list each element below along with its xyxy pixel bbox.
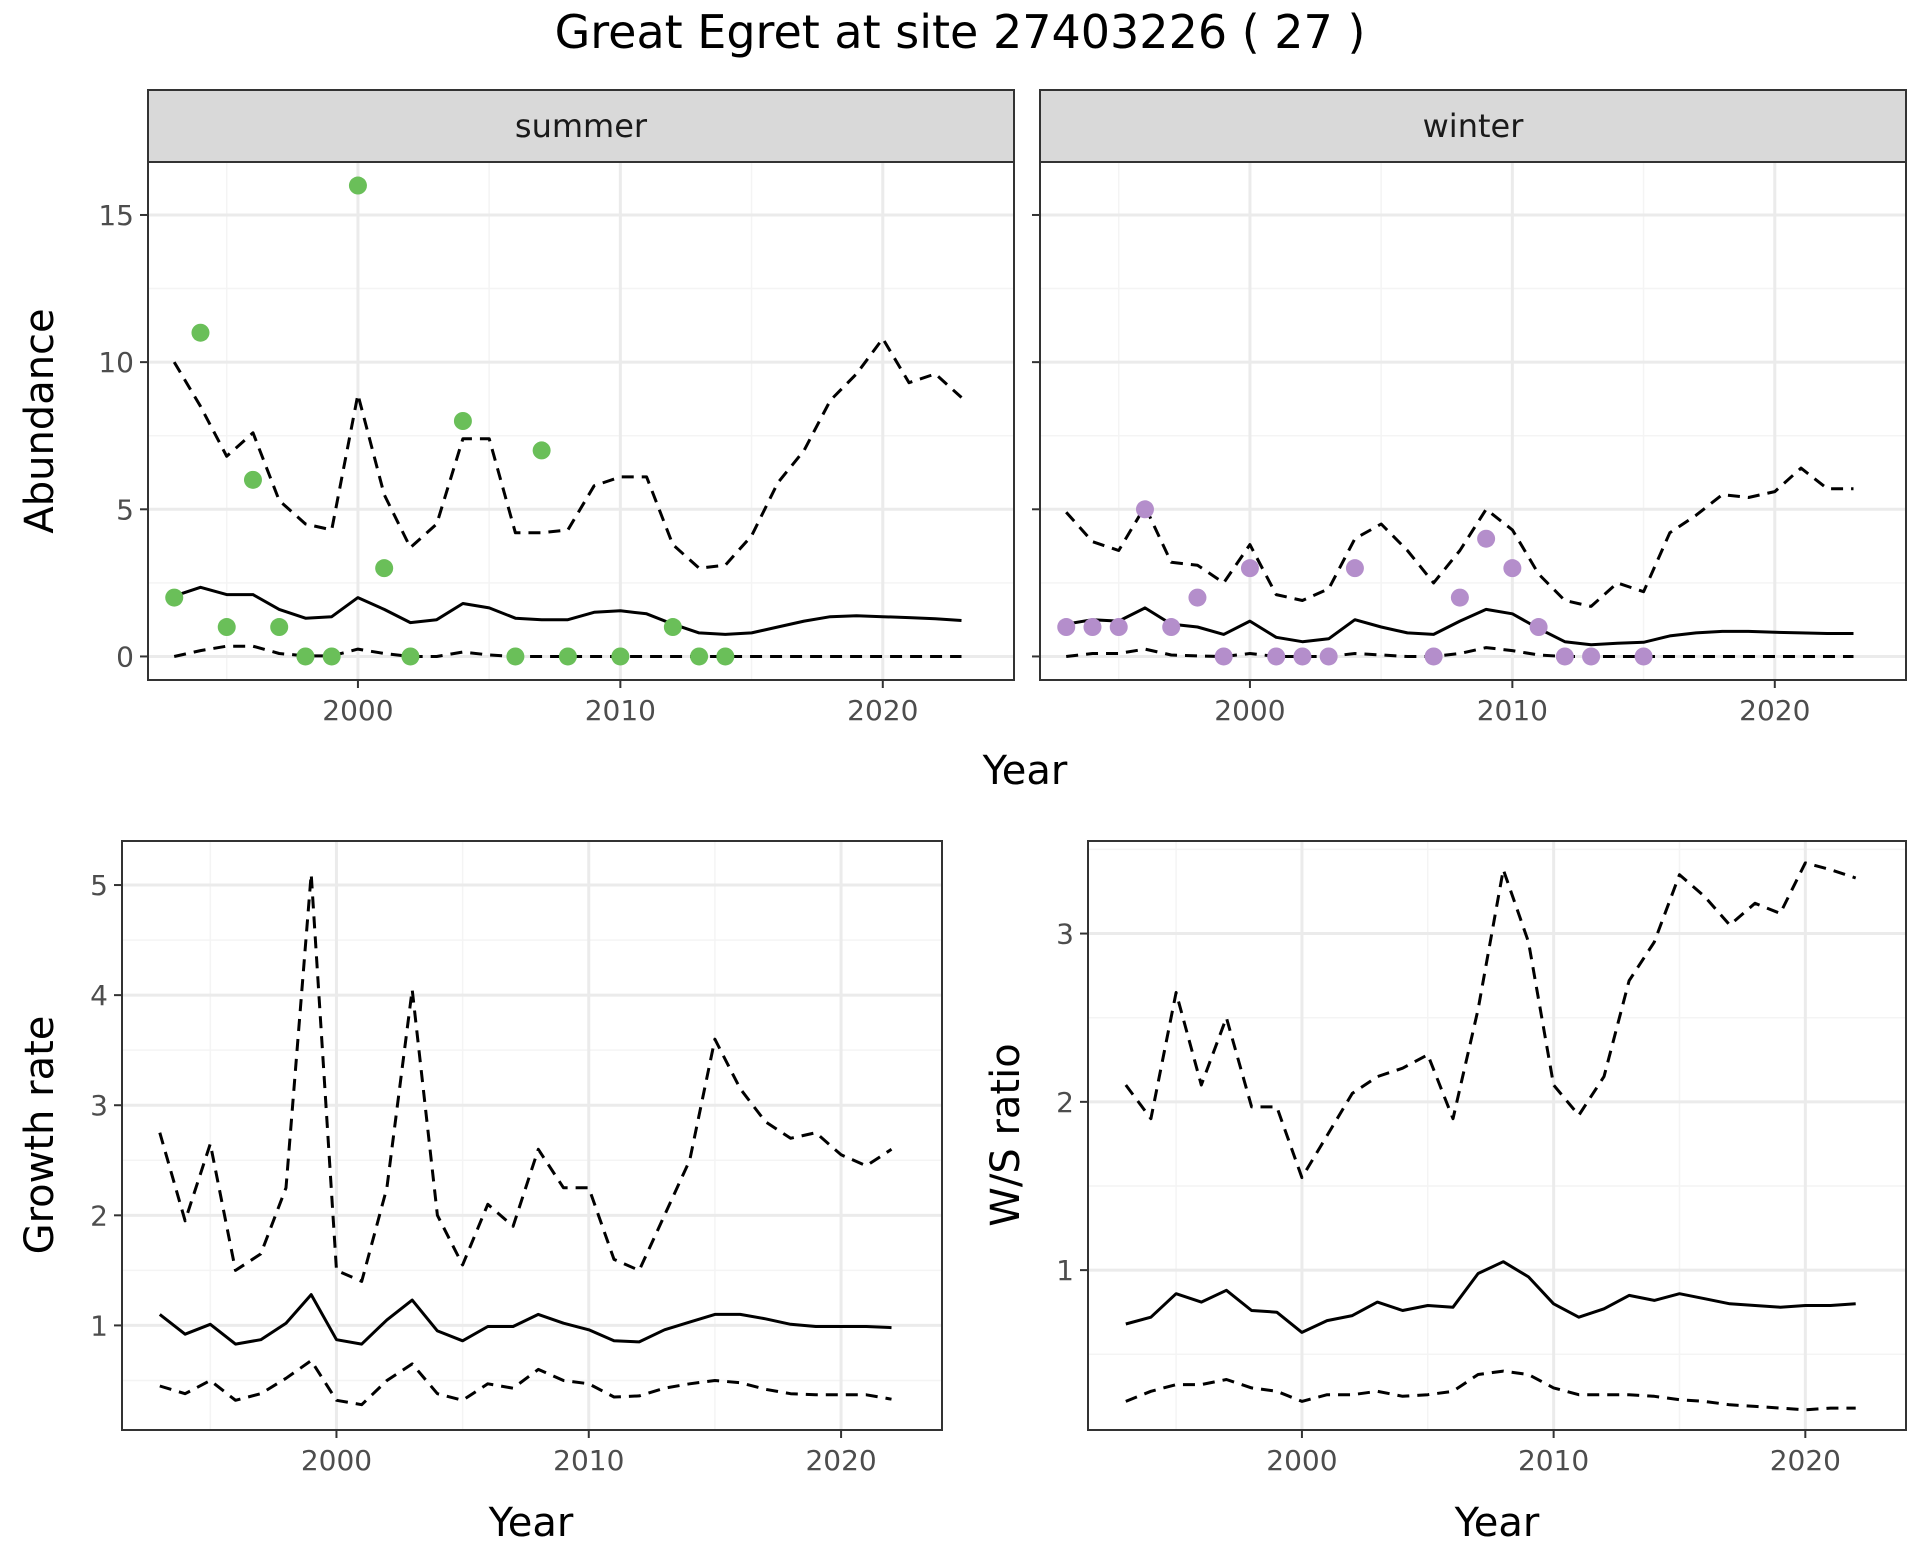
x-tick-label: 2000 <box>1214 694 1285 727</box>
data-point <box>611 647 630 666</box>
data-point <box>1477 529 1496 548</box>
trend-line <box>173 585 962 636</box>
data-point <box>1582 647 1601 666</box>
y-tick-label: 1 <box>1056 1254 1074 1287</box>
strip-background <box>1039 89 1907 163</box>
panel-background <box>1040 162 1906 680</box>
panel-winter: winter 2000 2010 2020 <box>1032 89 1907 727</box>
data-point <box>1214 647 1233 666</box>
data-point <box>1162 618 1181 637</box>
data-point <box>243 470 262 489</box>
data-point <box>558 647 577 666</box>
data-point <box>375 559 394 578</box>
x-tick-label: 2000 <box>301 1444 372 1477</box>
data-point <box>1555 647 1574 666</box>
x-tick-label: 2020 <box>805 1444 876 1477</box>
panel-background <box>148 162 1014 680</box>
x-tick-label: 2020 <box>1770 1444 1841 1477</box>
y-axis-title: Growth rate <box>17 1016 63 1255</box>
y-axis-title: W/S ratio <box>983 1043 1029 1226</box>
panel-border <box>1087 840 1907 1431</box>
data-point <box>1083 618 1102 637</box>
data-point <box>716 647 735 666</box>
y-tick-label: 0 <box>116 640 134 673</box>
x-tick-label: 2000 <box>322 694 393 727</box>
data-point <box>348 176 367 195</box>
trend-line <box>158 1293 892 1346</box>
y-tick-label: 2 <box>90 1199 108 1232</box>
data-point <box>1319 647 1338 666</box>
x-tick-label: 2020 <box>1739 694 1810 727</box>
x-tick-label: 2000 <box>1266 1444 1337 1477</box>
x-axis-title: Year <box>488 1500 574 1546</box>
x-axis-title: Year <box>1454 1500 1540 1546</box>
trend-line <box>1125 1260 1856 1334</box>
data-point <box>506 647 525 666</box>
strip-background <box>147 89 1015 163</box>
y-tick-label: 1 <box>90 1309 108 1342</box>
confidence-bound-line <box>159 1359 892 1407</box>
data-point <box>401 647 420 666</box>
data-point <box>690 647 709 666</box>
confidence-bound-line <box>1125 1369 1856 1412</box>
confidence-bound-line <box>172 337 963 570</box>
data-point <box>217 618 236 637</box>
data-point <box>1503 559 1522 578</box>
data-point <box>191 323 210 342</box>
data-point <box>1109 618 1128 637</box>
data-point <box>165 588 184 607</box>
panel-summer: summer 2000 2010 2020 0 5 10 15 Abundance <box>17 89 1015 727</box>
data-point <box>663 618 682 637</box>
panel-border <box>121 840 943 1431</box>
confidence-bound-line <box>1065 466 1854 608</box>
data-point <box>1293 647 1312 666</box>
strip-label: summer <box>515 107 648 145</box>
x-tick-label: 2020 <box>847 694 918 727</box>
data-point <box>1424 647 1443 666</box>
data-point <box>1345 559 1364 578</box>
y-tick-label: 5 <box>90 869 108 902</box>
y-tick-label: 15 <box>98 199 134 232</box>
data-point <box>296 647 315 666</box>
x-tick-label: 2010 <box>585 694 656 727</box>
y-tick-label: 10 <box>98 346 134 379</box>
panel-border <box>147 161 1015 681</box>
x-tick-label: 2010 <box>553 1444 624 1477</box>
panel-background <box>1088 841 1906 1430</box>
data-point <box>1267 647 1286 666</box>
data-point <box>1057 618 1076 637</box>
data-point <box>1188 588 1207 607</box>
y-axis-title: Abundance <box>17 308 63 533</box>
y-tick-label: 3 <box>90 1089 108 1122</box>
data-point <box>322 647 341 666</box>
confidence-bound-line <box>1124 861 1857 1180</box>
panel-ratio: 2000 2010 2020 1 2 3 W/S ratio Year <box>983 840 1907 1546</box>
strip-label: winter <box>1423 107 1525 145</box>
data-point <box>270 618 289 637</box>
panel-growth: 2000 2010 2020 1 2 3 4 5 Growth rate Year <box>17 840 943 1546</box>
y-tick-label: 5 <box>116 493 134 526</box>
confidence-bound-line <box>173 644 962 658</box>
data-point <box>453 412 472 430</box>
data-point <box>1135 500 1154 519</box>
figure-title: Great Egret at site 27403226 ( 27 ) <box>555 5 1366 59</box>
data-point <box>1529 618 1548 637</box>
confidence-bound-line <box>158 872 893 1283</box>
data-point <box>1450 588 1469 607</box>
top-x-axis-title: Year <box>982 748 1068 794</box>
data-point <box>1240 559 1259 578</box>
x-tick-label: 2010 <box>1477 694 1548 727</box>
trend-line <box>1065 606 1854 647</box>
x-tick-label: 2010 <box>1518 1444 1589 1477</box>
y-tick-label: 2 <box>1056 1086 1074 1119</box>
data-point <box>532 441 551 460</box>
panel-border <box>1039 161 1907 681</box>
y-tick-label: 3 <box>1056 918 1074 951</box>
y-tick-label: 4 <box>90 979 108 1012</box>
data-point <box>1634 647 1653 666</box>
